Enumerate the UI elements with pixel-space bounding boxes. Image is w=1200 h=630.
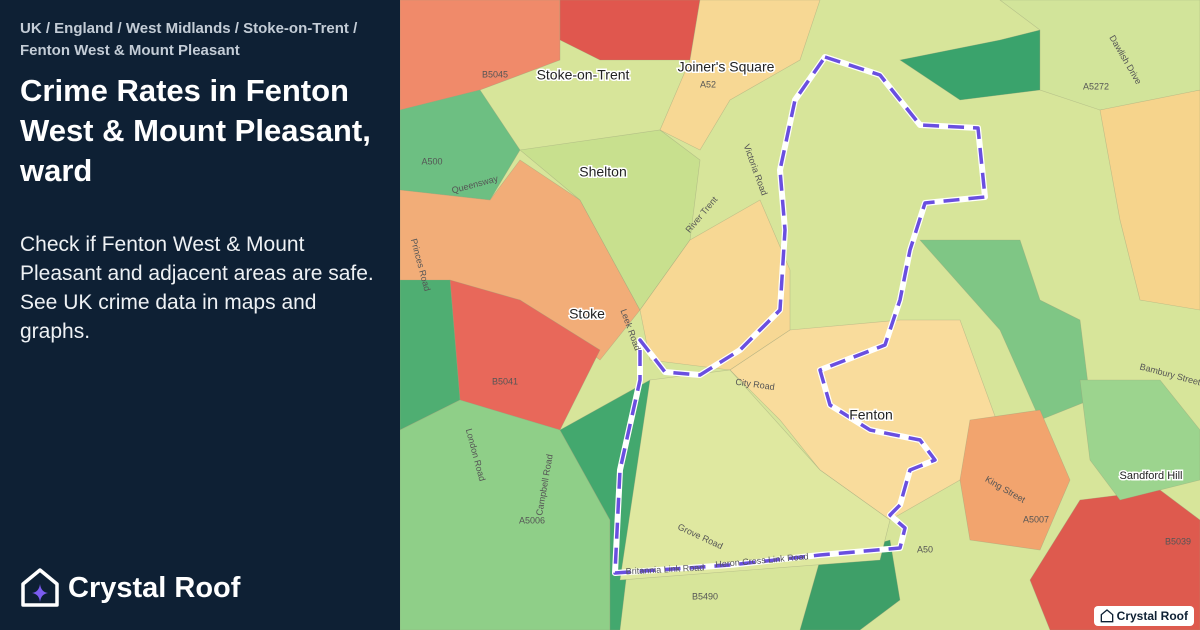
brand-logo[interactable]: Crystal Roof xyxy=(20,566,240,610)
place-label: Shelton xyxy=(579,164,626,180)
road-label: A5272 xyxy=(1083,81,1109,91)
place-label: Stoke-on-Trent xyxy=(537,67,630,83)
attribution-text: Crystal Roof xyxy=(1116,609,1188,623)
page-title: Crime Rates in Fenton West & Mount Pleas… xyxy=(20,73,371,188)
side-panel: UK / England / West Midlands / Stoke-on-… xyxy=(0,0,400,630)
logo-icon xyxy=(21,568,59,607)
brand-name: Crystal Roof xyxy=(68,571,241,604)
map-attribution[interactable]: Crystal Roof xyxy=(1093,606,1194,626)
road-label: B5490 xyxy=(692,591,718,601)
place-label: Joiner's Square xyxy=(678,59,775,75)
place-labels: Stoke-on-Trent Joiner's Square Shelton S… xyxy=(535,57,1184,483)
place-label: Fenton xyxy=(849,407,893,423)
badge-icon xyxy=(1100,609,1113,623)
place-label: Stoke xyxy=(569,306,605,322)
place-label: Sandford Hill xyxy=(1120,470,1183,482)
road-label: B5045 xyxy=(482,69,508,79)
map: Stoke-on-Trent Joiner's Square Shelton S… xyxy=(400,0,1200,630)
road-label: B5041 xyxy=(492,376,518,386)
road-label: A5006 xyxy=(519,515,545,525)
area-polygons xyxy=(400,0,1200,630)
breadcrumb[interactable]: UK / England / West Midlands / Stoke-on-… xyxy=(20,20,358,59)
road-label: Britannia Link Road xyxy=(625,562,704,576)
road-label: A52 xyxy=(700,79,716,89)
ward-boundary xyxy=(612,54,988,576)
road-label: B5039 xyxy=(1165,536,1191,546)
road-label: A5007 xyxy=(1023,514,1049,524)
road-label: A50 xyxy=(917,544,933,554)
description: Check if Fenton West & Mount Pleasant an… xyxy=(20,233,374,343)
road-label: A500 xyxy=(421,156,442,166)
